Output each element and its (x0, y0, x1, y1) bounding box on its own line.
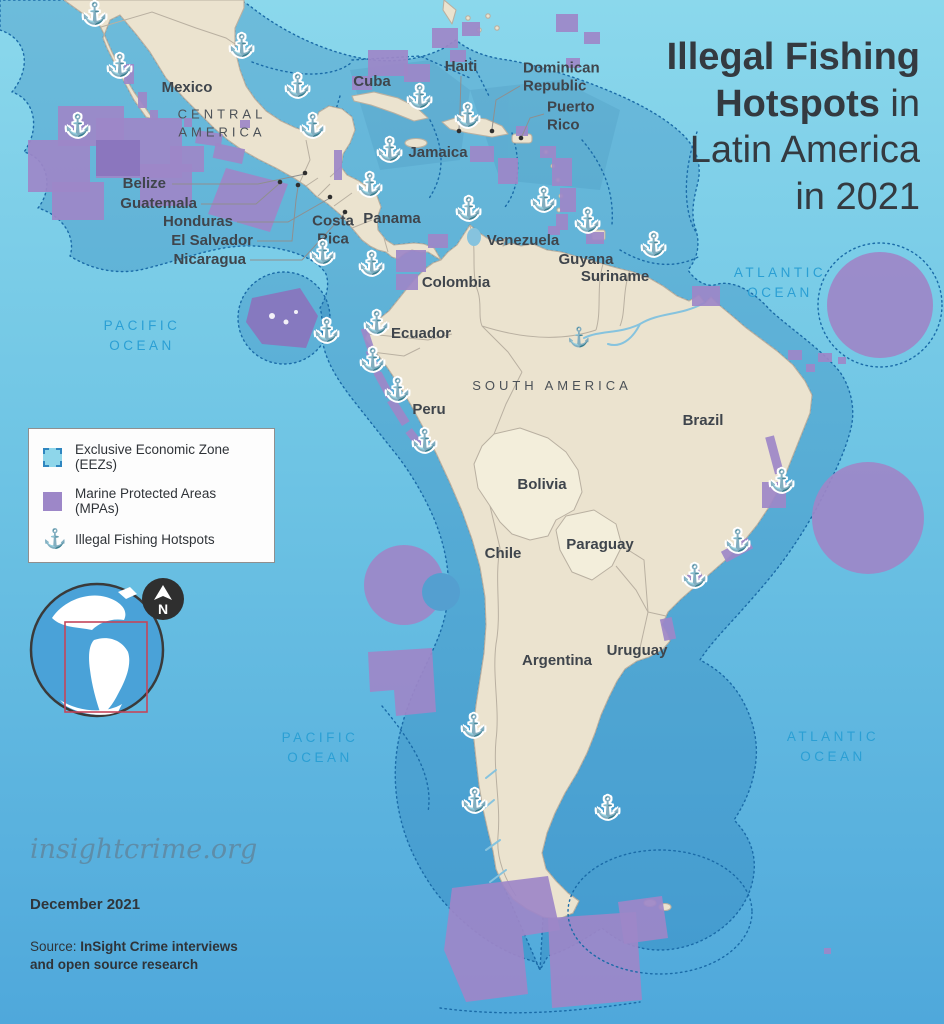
legend-label-mpa: Marine Protected Areas (MPAs) (75, 486, 217, 516)
anchor-swatch-icon: ⚓ (43, 529, 67, 550)
legend-item-hotspot: ⚓ Illegal Fishing Hotspots (43, 530, 262, 549)
source-prefix: Source: (30, 939, 77, 954)
legend-item-eez: Exclusive Economic Zone (EEZs) (43, 442, 262, 472)
mpa-crescent-bite (422, 573, 460, 611)
mpa-areas (28, 14, 933, 1008)
source-text: InSight Crime interviews and open source… (30, 939, 238, 973)
publication-date: December 2021 (30, 896, 141, 913)
title-line-2-rest: in (879, 82, 920, 125)
compass-letter: N (158, 601, 168, 617)
eez-rings (567, 242, 943, 975)
title-line-2-bold: Hotspots (715, 82, 880, 125)
title-line-3: Latin America (689, 129, 920, 172)
lake-maracaibo (467, 228, 481, 246)
galapagos-islands (269, 310, 298, 325)
label-dots (277, 128, 524, 215)
rivers (481, 302, 705, 883)
map-legend: Exclusive Economic Zone (EEZs) Marine Pr… (28, 428, 275, 563)
mpa-swatch-icon (43, 491, 62, 511)
legend-label-hotspot: Illegal Fishing Hotspots (75, 532, 215, 547)
globe-inset: N (29, 578, 184, 718)
website-watermark: insightcrime.org (30, 834, 258, 865)
title-line-4: in 2021 (795, 176, 920, 219)
eez-swatch-icon (43, 447, 62, 467)
legend-label-eez: Exclusive Economic Zone (EEZs) (75, 442, 230, 472)
label-leader-lines (172, 75, 545, 261)
legend-item-mpa: Marine Protected Areas (MPAs) (43, 486, 262, 516)
interior-countries (473, 427, 623, 581)
mpa-dark-areas (96, 140, 318, 348)
map-extent-rectangle (64, 621, 148, 713)
page-title: Illegal Fishing Hotspots in Latin Americ… (667, 34, 920, 221)
title-line-1: Illegal Fishing (666, 36, 920, 78)
source-note: Source: InSight Crime interviews and ope… (30, 938, 245, 974)
north-compass: N (142, 578, 184, 620)
